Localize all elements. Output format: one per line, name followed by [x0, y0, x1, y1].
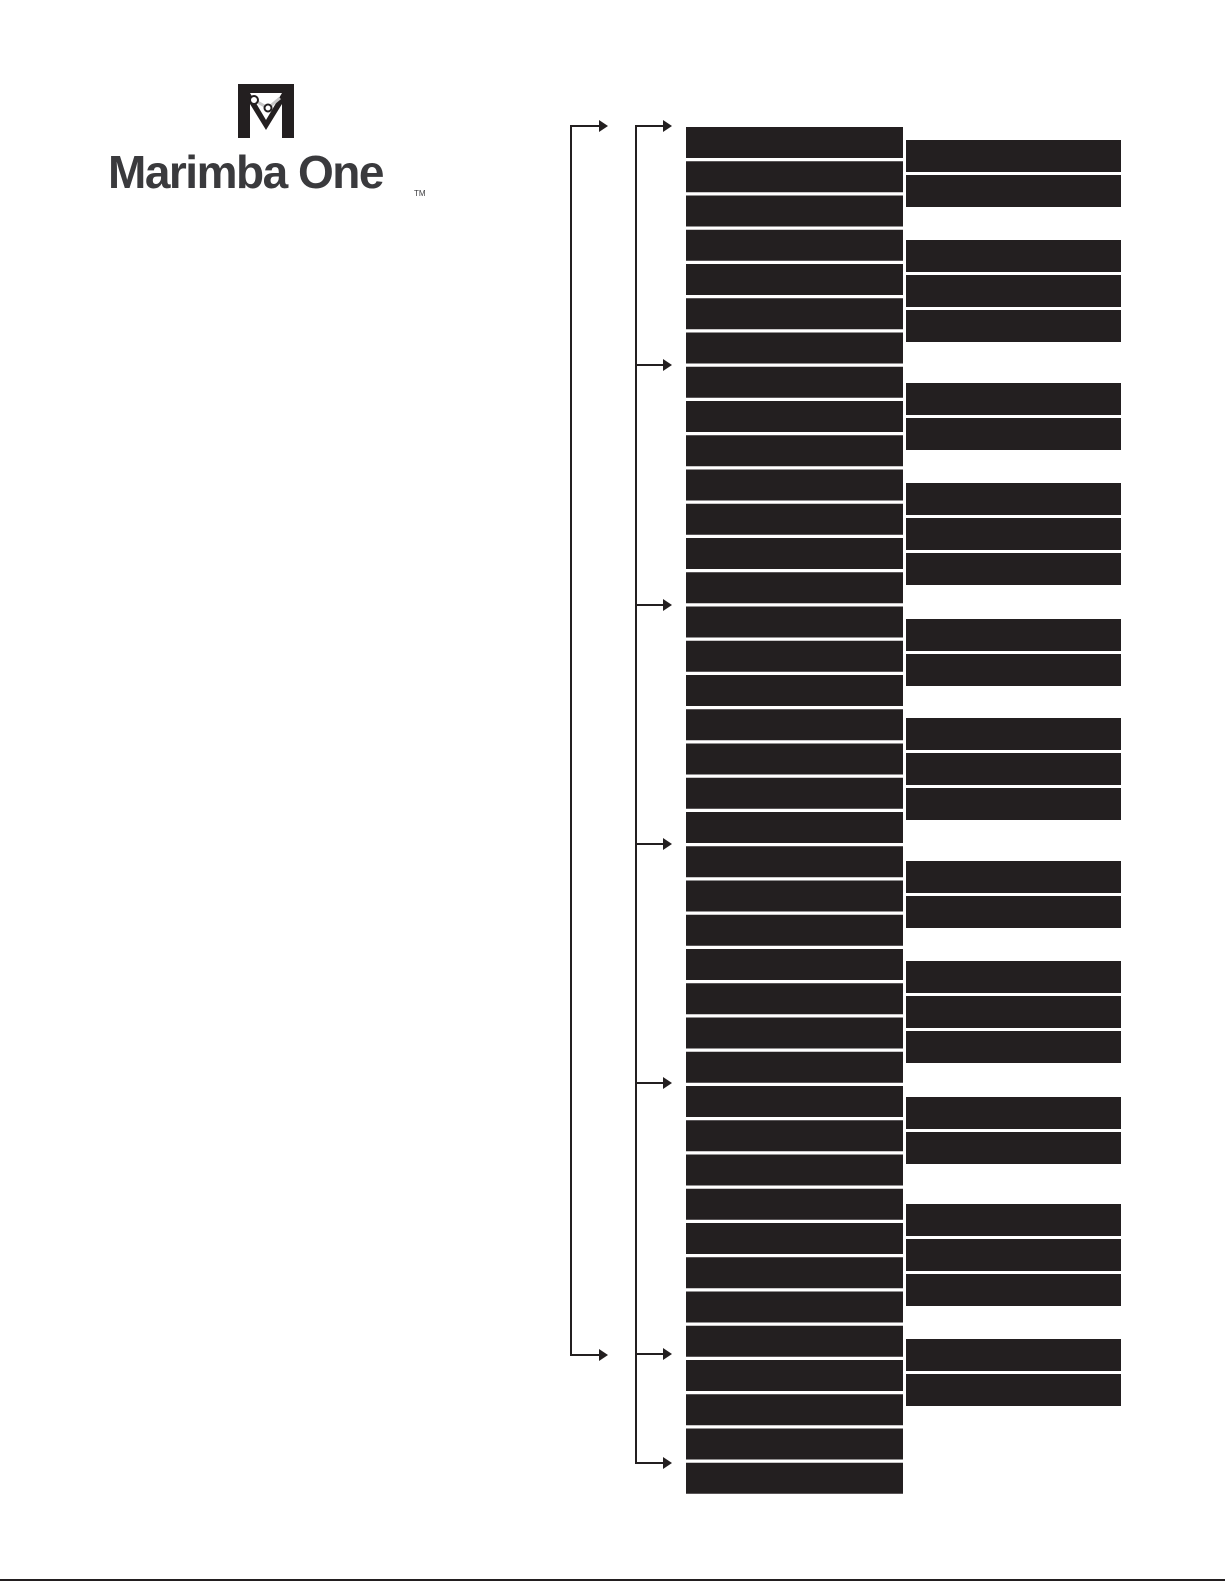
logo-mark-icon	[238, 84, 294, 138]
natural-bar	[686, 983, 903, 1015]
natural-bar	[686, 264, 903, 295]
accidental-bar	[906, 310, 1121, 342]
natural-bar	[686, 709, 903, 741]
natural-bar	[686, 229, 903, 261]
natural-bar	[686, 1291, 903, 1323]
natural-bar	[686, 914, 903, 946]
natural-bar	[686, 1428, 903, 1460]
natural-bar	[686, 1223, 903, 1254]
range-brackets	[570, 120, 672, 1469]
arrow-right-icon	[663, 838, 672, 850]
accidental-bar	[906, 961, 1121, 993]
arrow-right-icon	[663, 1077, 672, 1089]
natural-bar	[686, 572, 903, 604]
arrow-right-icon	[663, 120, 672, 132]
logo: Marimba One TM	[106, 80, 436, 205]
natural-bar	[686, 1188, 903, 1220]
natural-bar	[686, 538, 903, 569]
accidental-bar	[906, 861, 1121, 893]
accidental-bar	[906, 996, 1121, 1028]
accidental-bar	[906, 175, 1121, 207]
natural-bar	[686, 812, 903, 843]
natural-bar	[686, 332, 903, 364]
arrow-right-icon	[663, 359, 672, 371]
accidental-bar	[906, 140, 1121, 172]
natural-bar	[686, 469, 903, 501]
arrow-right-icon	[663, 1457, 672, 1469]
accidental-bar	[906, 275, 1121, 307]
natural-bar	[686, 1017, 903, 1049]
accidental-bar	[906, 654, 1121, 686]
natural-bar	[686, 1086, 903, 1117]
arrow-right-icon	[599, 120, 608, 132]
natural-bar	[686, 1154, 903, 1186]
natural-bars	[686, 127, 903, 1494]
natural-bar	[686, 366, 903, 398]
trademark: TM	[414, 189, 426, 198]
natural-bar	[686, 1394, 903, 1426]
natural-bar	[686, 1257, 903, 1289]
natural-bar	[686, 503, 903, 535]
natural-bar	[686, 675, 903, 706]
accidental-bar	[906, 753, 1121, 785]
accidental-bar	[906, 718, 1121, 750]
arrow-right-icon	[599, 1349, 608, 1361]
accidental-bar	[906, 1374, 1121, 1406]
accidental-bar	[906, 418, 1121, 450]
natural-bar	[686, 195, 903, 227]
accidental-bar	[906, 483, 1121, 515]
natural-bar	[686, 949, 903, 980]
natural-bar	[686, 435, 903, 467]
accidental-bar	[906, 788, 1121, 820]
natural-bar	[686, 1325, 903, 1357]
natural-bar	[686, 1360, 903, 1391]
natural-bar	[686, 606, 903, 638]
natural-bar	[686, 743, 903, 775]
accidental-bar	[906, 518, 1121, 550]
natural-bar	[686, 640, 903, 672]
natural-bar	[686, 161, 903, 193]
natural-bar	[686, 127, 903, 158]
accidental-bars	[906, 140, 1121, 1406]
accidental-bar	[906, 619, 1121, 651]
arrow-right-icon	[663, 599, 672, 611]
accidental-bar	[906, 1274, 1121, 1306]
accidental-bar	[906, 1132, 1121, 1164]
natural-bar	[686, 401, 903, 432]
accidental-bar	[906, 1097, 1121, 1129]
natural-bar	[686, 846, 903, 878]
accidental-bar	[906, 383, 1121, 415]
accidental-bar	[906, 1204, 1121, 1236]
accidental-bar	[906, 1031, 1121, 1063]
natural-bar	[686, 298, 903, 330]
natural-bar	[686, 1051, 903, 1083]
accidental-bar	[906, 240, 1121, 272]
natural-bar	[686, 1462, 903, 1494]
brand-name: Marimba One	[108, 146, 384, 198]
accidental-bar	[906, 896, 1121, 928]
natural-bar	[686, 1120, 903, 1152]
accidental-bar	[906, 1239, 1121, 1271]
accidental-bar	[906, 1339, 1121, 1371]
natural-bar	[686, 777, 903, 809]
natural-bar	[686, 880, 903, 912]
bottom-rule	[0, 1579, 1225, 1581]
accidental-bar	[906, 553, 1121, 585]
arrow-right-icon	[663, 1348, 672, 1360]
